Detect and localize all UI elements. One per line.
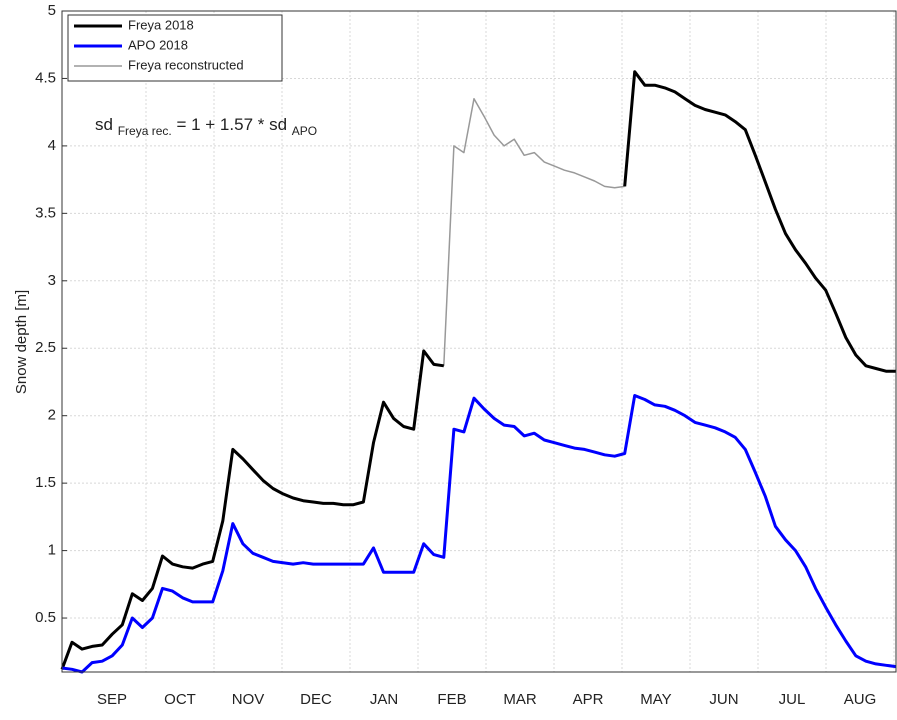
x-tick-label: JAN bbox=[370, 691, 398, 708]
legend: Freya 2018 APO 2018 Freya reconstructed bbox=[67, 14, 283, 82]
y-tick-label: 1 bbox=[48, 542, 56, 559]
plot-frame bbox=[61, 10, 897, 673]
x-tick-label: JUL bbox=[779, 691, 806, 708]
plot-area bbox=[62, 11, 896, 672]
y-tick-label: 4 bbox=[48, 137, 56, 154]
y-tick-label: 0.5 bbox=[35, 609, 56, 626]
x-tick-label: DEC bbox=[300, 691, 332, 708]
y-tick-label: 1.5 bbox=[35, 474, 56, 491]
y-tick-label: 3 bbox=[48, 272, 56, 289]
annotation-part: APO bbox=[292, 124, 317, 138]
annotation: sd Freya rec. = 1 + 1.57 * sd APO bbox=[95, 115, 317, 140]
annotation-part: = 1 + 1.57 * sd bbox=[176, 115, 287, 134]
x-tick-label: MAR bbox=[503, 691, 537, 708]
series-line bbox=[60, 70, 896, 670]
series-line bbox=[61, 394, 897, 674]
series-line bbox=[443, 97, 625, 366]
x-tick-label: NOV bbox=[232, 691, 265, 708]
legend-label: Freya reconstructed bbox=[128, 57, 244, 72]
y-tick-label: 4.5 bbox=[35, 69, 56, 86]
y-tick-label: 2 bbox=[48, 407, 56, 424]
legend-label: Freya 2018 bbox=[128, 17, 194, 32]
x-tick-label: OCT bbox=[164, 691, 196, 708]
lines bbox=[60, 70, 897, 674]
y-tick-label: 3.5 bbox=[35, 204, 56, 221]
x-tick-label: MAY bbox=[640, 691, 671, 708]
y-tick-label: 5 bbox=[48, 2, 56, 19]
x-tick-label: SEP bbox=[97, 691, 127, 708]
legend-label: APO 2018 bbox=[128, 37, 188, 52]
y-tick-label: 2.5 bbox=[35, 339, 56, 356]
annotation-part: sd bbox=[95, 115, 113, 134]
y-axis-label: Snow depth [m] bbox=[13, 290, 30, 394]
x-tick-label: JUN bbox=[709, 691, 738, 708]
x-tick-label: APR bbox=[573, 691, 604, 708]
x-tick-label: FEB bbox=[437, 691, 466, 708]
x-tick-label: AUG bbox=[844, 691, 877, 708]
annotation-part: Freya rec. bbox=[118, 124, 172, 138]
